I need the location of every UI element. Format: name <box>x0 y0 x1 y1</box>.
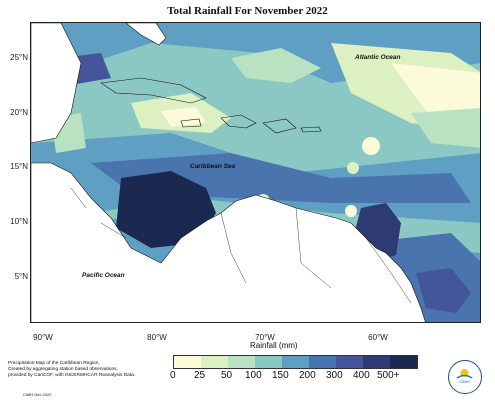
legend-tick-label: 50 <box>221 370 233 381</box>
lon-label: 80°W <box>147 333 167 342</box>
legend-swatch <box>201 356 228 368</box>
legend-swatch <box>390 356 417 368</box>
island-hispaniola <box>220 114 257 129</box>
rainfall-zone <box>416 268 471 313</box>
lat-label: 10°N <box>10 217 28 226</box>
lat-label: 15°N <box>10 162 28 171</box>
legend-tick-label: 300 <box>326 370 343 381</box>
rainfall-zone <box>411 108 480 148</box>
lon-label: 60°W <box>368 333 388 342</box>
rainfall-zone <box>347 162 359 174</box>
island-hispaniola-east <box>262 118 297 134</box>
rainfall-zone <box>391 63 480 123</box>
map-credit: CIMH Dec 2022 <box>23 392 52 397</box>
footnote-line: Precipitation Map of the Caribbean Regio… <box>8 361 100 366</box>
legend-swatch <box>228 356 255 368</box>
rainfall-zone <box>231 48 321 83</box>
footnote-line: provided by CariCOF, with INCERMHCAR Rea… <box>8 373 136 378</box>
legend-tick-label: 200 <box>299 370 316 381</box>
lon-label: 70°W <box>255 333 275 342</box>
legend-ticks: 0 25 50 100 150 200 300 400 500+ <box>162 370 422 382</box>
lat-label: 25°N <box>10 53 28 62</box>
pacific-ocean-label: Pacific Ocean <box>82 272 125 279</box>
heavy-rain-panama <box>116 171 216 248</box>
footnote-line: Created by aggregating station based obs… <box>8 367 118 372</box>
island-cuba <box>100 77 207 104</box>
atlantic-ocean-label: Atlantic Ocean <box>355 54 401 61</box>
land-yucatan <box>31 23 82 144</box>
map-title: Total Rainfall For November 2022 <box>167 5 328 17</box>
rainfall-map <box>30 22 481 323</box>
lon-label: 90°W <box>33 333 53 342</box>
legend-swatch <box>309 356 336 368</box>
legend-tick-label: 150 <box>272 370 289 381</box>
legend-swatch <box>174 356 201 368</box>
legend-tick-label: 0 <box>170 370 176 381</box>
cimh-logo-icon: CIMH <box>448 360 482 394</box>
island-puerto-rico <box>300 126 322 133</box>
lat-label: 5°N <box>14 272 28 281</box>
map-footnote: Precipitation Map of the Caribbean Regio… <box>8 361 138 379</box>
legend-title: Rainfall (mm) <box>250 341 298 350</box>
rainfall-zone <box>345 205 357 217</box>
rainfall-zone <box>161 107 206 127</box>
island-jamaica <box>180 118 202 128</box>
legend-swatch <box>336 356 363 368</box>
land-florida <box>125 23 167 46</box>
legend-tick-label: 500+ <box>377 370 400 381</box>
rainfall-zone <box>362 137 380 155</box>
country-borders <box>70 187 412 304</box>
lat-label: 20°N <box>10 108 28 117</box>
legend-swatch <box>255 356 282 368</box>
legend-swatch <box>363 356 390 368</box>
legend-tick-label: 25 <box>194 370 206 381</box>
color-legend <box>173 355 418 369</box>
legend-tick-label: 400 <box>353 370 370 381</box>
legend-tick-label: 100 <box>245 370 262 381</box>
legend-swatch <box>282 356 309 368</box>
caribbean-sea-label: Caribbean Sea <box>190 163 236 170</box>
logo-text: CIMH <box>459 379 470 384</box>
